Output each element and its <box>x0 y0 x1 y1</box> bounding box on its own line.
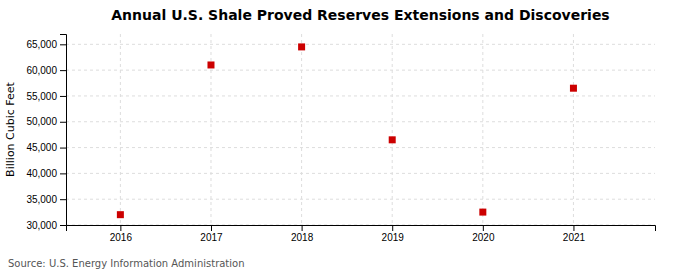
tick-mark <box>392 225 393 231</box>
point <box>298 43 305 50</box>
tick-label: 50,000 <box>26 116 57 127</box>
tick: 2019 <box>382 225 405 243</box>
tick-mark <box>302 225 303 231</box>
point <box>570 85 577 92</box>
title: Annual U.S. Shale Proved Reserves Extens… <box>111 7 609 23</box>
point <box>389 136 396 143</box>
tick: 40,000 <box>26 168 66 179</box>
tick-mark <box>211 225 212 231</box>
grid <box>66 34 655 225</box>
plot-area: 2016 2017 2018 2019 2020 2021 30,000 35,000 40,0… <box>26 34 655 243</box>
tick-mark <box>60 96 66 97</box>
tick-label: 2018 <box>291 232 314 243</box>
tick-label: 35,000 <box>26 194 57 205</box>
tick: 35,000 <box>26 194 66 205</box>
point <box>207 61 214 68</box>
axis-line <box>67 226 656 232</box>
grid-line <box>66 199 655 200</box>
tick-label: 40,000 <box>26 168 57 179</box>
x-axis: 2016 2017 2018 2019 2020 2021 <box>67 225 656 243</box>
tick: 2018 <box>291 225 314 243</box>
tick-mark <box>483 225 484 231</box>
points <box>117 43 577 218</box>
tick-mark <box>60 173 66 174</box>
tick-label: 30,000 <box>26 220 57 231</box>
tick-label: 2016 <box>110 232 133 243</box>
tick-label: 60,000 <box>26 65 57 76</box>
point <box>479 209 486 216</box>
grid-line <box>66 147 655 148</box>
chart: 2016 2017 2018 2019 2020 2021 30,000 35,000 40,0… <box>0 0 675 275</box>
tick-label: 2017 <box>200 232 223 243</box>
y-axis: 30,000 35,000 40,000 45,000 50,000 55,000 60,0… <box>26 35 66 231</box>
tick-label: 2019 <box>382 232 405 243</box>
tick-mark <box>60 148 66 149</box>
grid-line <box>66 173 655 174</box>
point <box>117 211 124 218</box>
tick-mark <box>60 122 66 123</box>
grid-line <box>66 44 655 45</box>
tick: 50,000 <box>26 116 66 127</box>
grid-line <box>66 121 655 122</box>
tick: 2021 <box>563 225 586 243</box>
grid-line <box>66 70 655 71</box>
grid-line <box>573 34 574 225</box>
grid-line <box>392 34 393 225</box>
source-note: Source: U.S. Energy Information Administ… <box>8 258 245 269</box>
tick: 45,000 <box>26 142 66 153</box>
axis-line <box>60 35 67 226</box>
grid-line <box>482 34 483 225</box>
grid-line <box>66 95 655 96</box>
tick-label: 45,000 <box>26 142 57 153</box>
tick-label: 65,000 <box>26 39 57 50</box>
tick: 30,000 <box>26 220 66 231</box>
tick-label: 2020 <box>472 232 495 243</box>
tick-mark <box>60 70 66 71</box>
tick: 2020 <box>472 225 495 243</box>
grid-line <box>120 34 121 225</box>
tick: 2016 <box>110 225 133 243</box>
tick-mark <box>60 225 66 226</box>
grid-line <box>301 34 302 225</box>
tick-label: 2021 <box>563 232 586 243</box>
tick: 2017 <box>200 225 223 243</box>
tick-mark <box>60 199 66 200</box>
tick: 60,000 <box>26 65 66 76</box>
tick-mark <box>60 44 66 45</box>
tick: 55,000 <box>26 91 66 102</box>
tick: 65,000 <box>26 39 66 50</box>
y-axis-title: Billion Cubic Feet <box>4 81 17 176</box>
tick-mark <box>573 225 574 231</box>
tick-label: 55,000 <box>26 91 57 102</box>
tick-mark <box>120 225 121 231</box>
